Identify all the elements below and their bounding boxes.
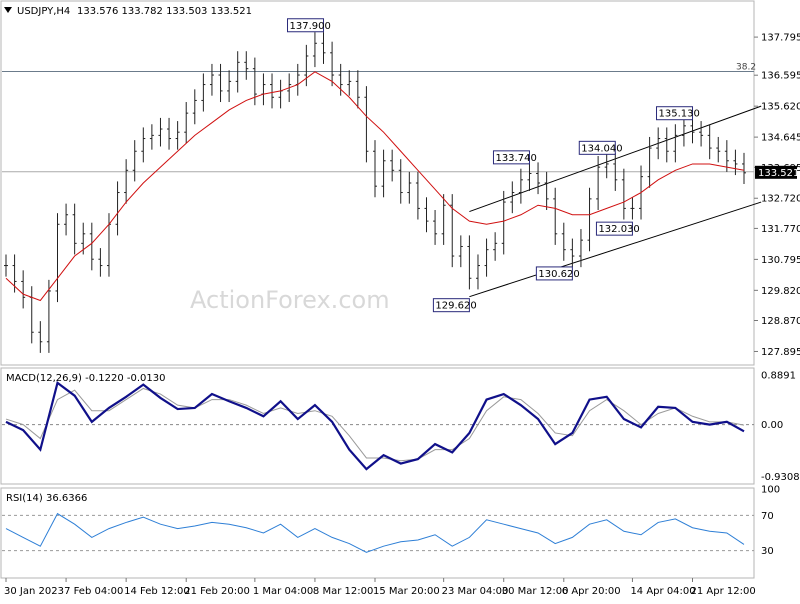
macd-y-tick-label: 0.8891: [761, 371, 796, 382]
annotation-label: 135.130: [659, 109, 700, 120]
ohlc-label: 133.576 133.782 133.503 133.521: [77, 6, 252, 17]
x-tick-label: 23 Mar 04:00: [442, 586, 509, 597]
y-tick-label: 127.895: [761, 347, 800, 358]
rsi-pane-frame: [0, 487, 755, 579]
y-tick-label: 132.720: [761, 194, 800, 205]
watermark: ActionForex.com: [190, 286, 390, 314]
annotation-box: [578, 140, 616, 155]
rsi-y-tick-label: 70: [761, 511, 774, 522]
macd-line: [5, 381, 745, 471]
rsi-y-tick-label: 100: [761, 485, 780, 496]
current-price-label: 133.521: [758, 168, 799, 179]
annotation-box: [432, 298, 470, 313]
annotation-label: 134.040: [581, 143, 622, 154]
x-tick-label: 21 Apr 12:00: [691, 586, 756, 597]
x-tick-label: 14 Feb 12:00: [124, 586, 190, 597]
x-tick-label: 30 Mar 12:00: [502, 586, 569, 597]
moving-average: [5, 71, 745, 302]
symbol-label: USDJPY,H4: [17, 6, 70, 17]
x-tick-label: 30 Jan 2023: [4, 586, 64, 597]
price-axis: 137.795136.595135.620134.645133.695132.7…: [754, 33, 800, 358]
macd-pane-frame: [0, 367, 755, 485]
annotation-box: [287, 18, 325, 33]
price-candles: [4, 32, 746, 353]
x-tick-label: 21 Feb 20:00: [184, 586, 250, 597]
y-tick-label: 134.645: [761, 133, 800, 144]
x-tick-label: 6 Apr 20:00: [562, 586, 621, 597]
channel-lower-line: [469, 201, 762, 298]
x-tick-label: 7 Feb 04:00: [64, 586, 123, 597]
annotation-label: 137.900: [290, 21, 331, 32]
annotation-label: 130.620: [538, 269, 579, 280]
macd-title: MACD(12,26,9) -0.1220 -0.0130: [6, 373, 166, 384]
x-tick-label: 1 Mar 04:00: [253, 586, 313, 597]
current-price-box: [755, 165, 797, 179]
rsi-title: RSI(14) 36.6366: [6, 493, 87, 504]
y-tick-label: 135.620: [761, 102, 800, 113]
annotation-box: [492, 150, 530, 165]
annotation-label: 132.030: [598, 224, 639, 235]
price-pane-frame: [0, 0, 755, 366]
x-tick-label: 14 Apr 04:00: [630, 586, 695, 597]
y-tick-label: 129.820: [761, 286, 800, 297]
rsi-y-tick-label: 30: [761, 546, 774, 557]
annotation-box: [656, 106, 694, 121]
price-overlays: 38.2 133.521: [2, 63, 799, 298]
x-tick-label: 15 Mar 20:00: [373, 586, 440, 597]
macd-signal-line: [5, 387, 745, 462]
annotation-label: 129.620: [435, 301, 476, 312]
y-tick-label: 136.595: [761, 71, 800, 82]
rsi-line: [5, 512, 745, 553]
x-tick-label: 8 Mar 12:00: [313, 586, 373, 597]
annotation-label: 133.740: [495, 153, 536, 164]
annotation-box: [535, 266, 573, 281]
dropdown-triangle-icon[interactable]: [4, 7, 12, 13]
fib-level-label: 38.2: [736, 63, 756, 73]
macd-y-tick-label: 0.00: [761, 420, 783, 431]
rsi-pane: RSI(14) 36.6366 100 70 30: [2, 485, 780, 557]
ma-line: [5, 71, 745, 302]
y-tick-label: 131.770: [761, 224, 800, 235]
y-tick-label: 137.795: [761, 33, 800, 44]
price-annotations: 137.900 133.740 134.040 135.130 132.030 130.6…: [287, 18, 700, 313]
macd-pane: MACD(12,26,9) -0.1220 -0.0130 0.8891 0.00 -…: [2, 371, 800, 483]
y-tick-label: 128.870: [761, 316, 800, 327]
y-tick-label: 130.795: [761, 255, 800, 266]
header: USDJPY,H4 133.576 133.782 133.503 133.52…: [4, 6, 252, 17]
annotation-box: [595, 221, 633, 236]
macd-y-tick-label: -0.9308: [761, 472, 800, 483]
